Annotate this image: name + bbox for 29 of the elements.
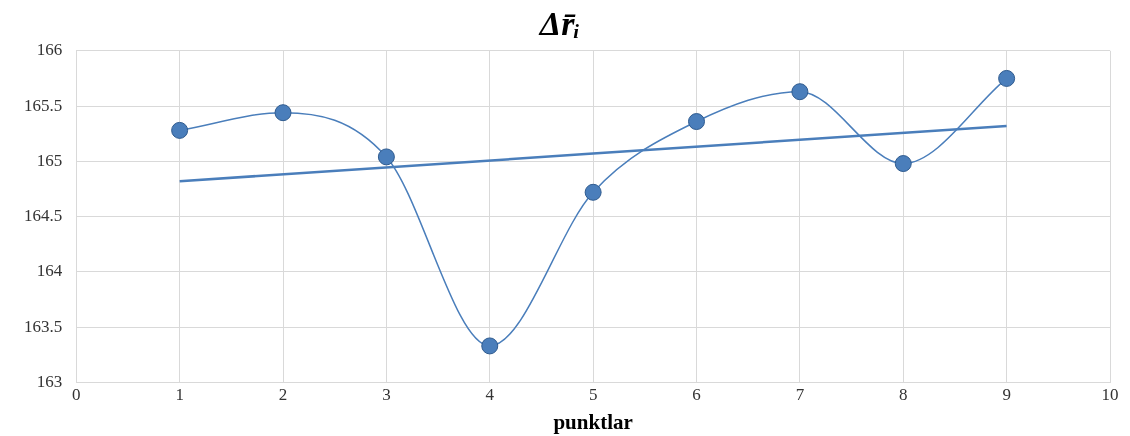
x-axis-title: punktlar bbox=[553, 409, 633, 434]
y-tick-label: 164.5 bbox=[24, 206, 63, 226]
x-tick-label: 8 bbox=[899, 385, 908, 405]
point bbox=[481, 337, 499, 355]
chart-title: Δr̄ᵢ bbox=[537, 5, 581, 43]
point bbox=[171, 121, 189, 139]
x-tick-label: 4 bbox=[485, 385, 495, 405]
y-tick-label: 163.5 bbox=[24, 316, 63, 336]
x-tick-label: 10 bbox=[1101, 385, 1119, 405]
x-tick-label: 7 bbox=[795, 385, 805, 405]
y-tick-label: 165.5 bbox=[24, 95, 63, 115]
point bbox=[894, 155, 912, 173]
y-tick-label: 166 bbox=[36, 40, 63, 60]
x-tick-label: 6 bbox=[692, 385, 701, 405]
point bbox=[998, 69, 1016, 87]
x-tick-label: 5 bbox=[588, 385, 598, 405]
point bbox=[274, 104, 292, 122]
x-tick-label: 9 bbox=[1002, 385, 1011, 405]
y-tick-label: 165 bbox=[36, 150, 63, 170]
x-tick-label: 0 bbox=[72, 385, 81, 405]
point bbox=[584, 183, 602, 201]
x-tick-label: 3 bbox=[382, 385, 391, 405]
x-tick-label: 1 bbox=[175, 385, 184, 405]
point bbox=[791, 83, 809, 101]
point bbox=[377, 148, 395, 166]
x-tick-label: 2 bbox=[278, 385, 288, 405]
y-tick-label: 164 bbox=[36, 261, 63, 281]
point bbox=[688, 113, 705, 131]
y-tick-label: 163 bbox=[36, 371, 63, 391]
